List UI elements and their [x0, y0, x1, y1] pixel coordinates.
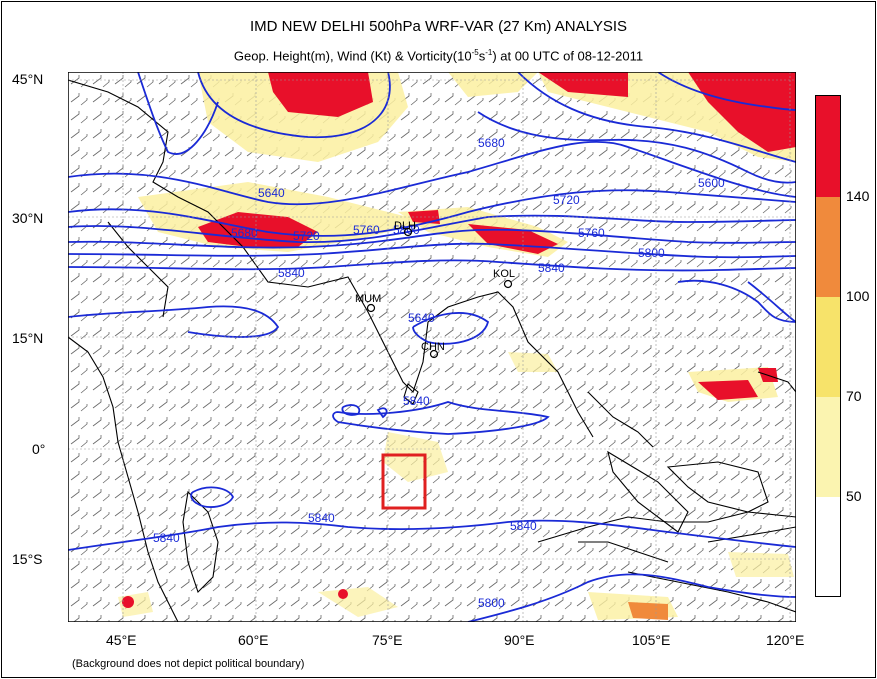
colorbar-segment-low	[815, 497, 841, 597]
contour-label: 5760	[578, 226, 605, 240]
contour-label: 5840	[510, 519, 537, 533]
contour-label: 5840	[403, 394, 430, 408]
contour-label: 5800	[478, 596, 505, 610]
colorbar-label: 70	[846, 388, 862, 404]
contour-label: 5680	[231, 226, 258, 240]
lon-label: 75°E	[372, 632, 403, 648]
coastlines	[68, 79, 796, 622]
contour-label: 5720	[293, 229, 320, 243]
map-subtitle: Geop. Height(m), Wind (Kt) & Vorticity(1…	[233, 48, 644, 64]
lat-label: 30°N	[12, 210, 44, 226]
contour-label: 5680	[478, 136, 505, 150]
station-mum: MUM	[355, 293, 381, 305]
contour-label: 5840	[538, 261, 565, 275]
contour-label: 5840	[308, 511, 335, 525]
contour-label: 5640	[408, 311, 435, 325]
lat-label: 15°N	[12, 330, 44, 346]
colorbar-label: 50	[846, 488, 862, 504]
colorbar-segment-100	[815, 197, 841, 297]
highlight-box	[381, 453, 427, 510]
lat-label: 0°	[32, 441, 46, 457]
lat-label: 45°N	[12, 71, 44, 87]
station-chn: CHN	[421, 341, 445, 353]
colorbar-segment-70	[815, 297, 841, 397]
lon-label: 120°E	[766, 632, 805, 648]
lon-label: 90°E	[504, 632, 535, 648]
colorbar-segment-140	[815, 95, 841, 197]
lat-label: 15°S	[12, 551, 43, 567]
lon-label: 60°E	[238, 632, 269, 648]
contour-label: 5600	[698, 176, 725, 190]
lon-label: 105°E	[632, 632, 671, 648]
contour-label: 5720	[553, 193, 580, 207]
colorbar-label: 140	[846, 188, 870, 204]
contour-label: 5800	[638, 246, 665, 260]
graticule	[68, 72, 796, 622]
weather-map: 5640 5680 5720 5760 5800 5840 5600 5680 …	[68, 72, 796, 622]
contour-label: 5640	[258, 186, 285, 200]
colorbar	[815, 95, 841, 597]
colorbar-segment-50	[815, 397, 841, 497]
contour-labels: 5640 5680 5720 5760 5800 5840 5600 5680 …	[153, 136, 725, 610]
contour-label: 5840	[153, 531, 180, 545]
station-dlh: DLH	[394, 220, 416, 232]
contour-label: 5840	[278, 266, 305, 280]
colorbar-label: 100	[846, 288, 870, 304]
station-markers: MUM CHN DLH KOL	[355, 220, 515, 359]
height-contours	[68, 72, 796, 622]
contour-label: 5800	[393, 223, 420, 237]
lon-label: 45°E	[106, 632, 137, 648]
map-title: IMD NEW DELHI 500hPa WRF-VAR (27 Km) ANA…	[249, 18, 628, 35]
station-kol: KOL	[493, 268, 515, 280]
footnote: (Background does not depict political bo…	[72, 658, 305, 670]
contour-label: 5760	[353, 223, 380, 237]
